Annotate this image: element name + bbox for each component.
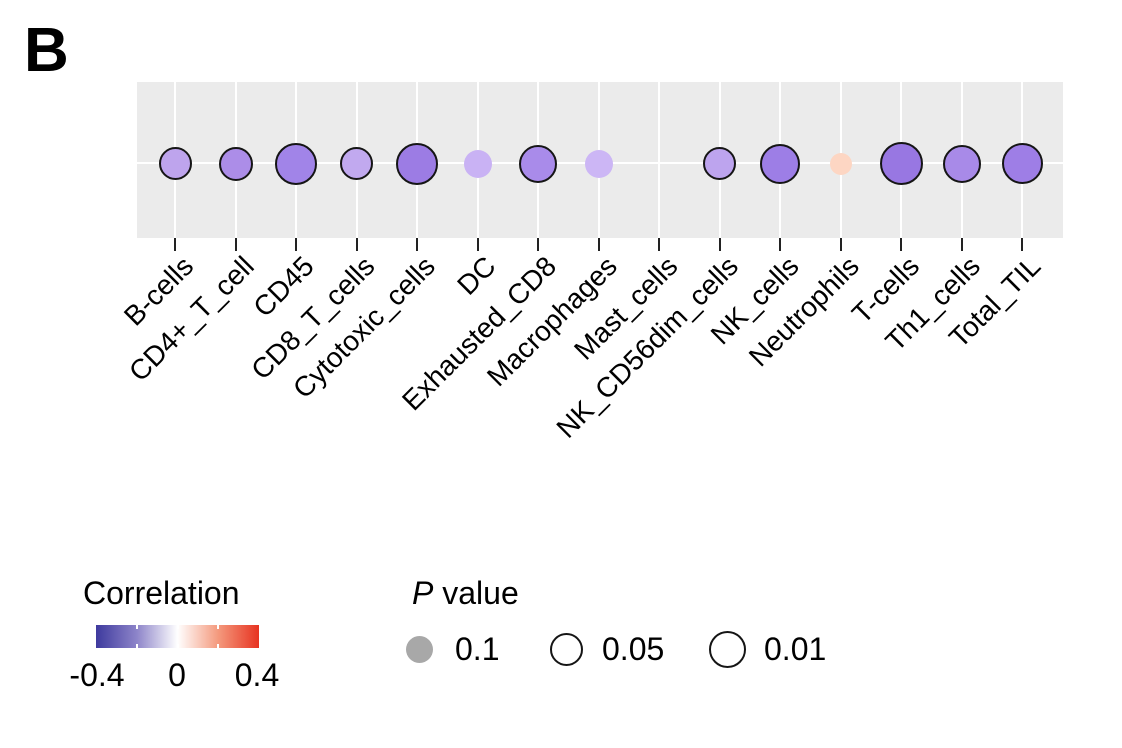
correlation-colorbar: [96, 625, 259, 648]
pvalue-legend-circle-0-05: [549, 632, 583, 666]
x-axis-tick: [718, 238, 721, 251]
pvalue-legend-label: 0.05: [602, 631, 665, 667]
pvalue-legend-circle-0-01: [708, 630, 746, 668]
colorbar-tick-label-mid: 0: [168, 657, 186, 693]
data-point-b-cells: [158, 147, 192, 180]
data-point-macrophages: [584, 149, 613, 178]
x-axis-tick: [355, 238, 358, 251]
data-point-dc: [463, 149, 492, 178]
pvalue-legend-label: 0.01: [764, 631, 827, 667]
colorbar-tick: [135, 644, 138, 648]
plot-area: [137, 82, 1063, 238]
data-point-nk-cells: [760, 143, 800, 184]
colorbar-tick-label-min: -0.4: [69, 657, 125, 693]
data-point-exhausted-cd8: [519, 144, 557, 183]
colorbar-tick: [176, 625, 179, 629]
colorbar-tick: [217, 644, 220, 648]
vertical-gridline: [658, 82, 660, 238]
x-axis-label: DC: [451, 250, 502, 301]
colorbar-tick: [217, 625, 220, 629]
correlation-legend-title: Correlation: [83, 575, 240, 611]
pvalue-legend-title: P value: [412, 575, 519, 611]
colorbar-tick: [176, 644, 179, 648]
data-point-nk-cd56dim-cells: [703, 147, 736, 180]
x-axis-tick: [839, 238, 842, 251]
pvalue-legend-circle-0-1: [405, 635, 433, 663]
pvalue-legend-title-rest: value: [433, 575, 519, 611]
data-point-neutrophils: [829, 152, 852, 175]
x-axis-tick: [476, 238, 479, 251]
x-axis-tick: [416, 238, 418, 251]
pvalue-legend-label: 0.1: [455, 631, 500, 667]
data-point-t-cells: [879, 142, 923, 185]
x-axis-tick: [174, 238, 176, 251]
colorbar-tick-label-max: 0.4: [234, 657, 280, 693]
panel-label: B: [24, 16, 69, 85]
data-point-cytotoxic-cells: [396, 142, 438, 185]
x-axis-tick: [597, 238, 600, 251]
data-point-cd45: [275, 142, 317, 185]
x-axis-tick: [960, 238, 963, 251]
x-axis-tick: [658, 238, 660, 251]
x-axis-tick: [295, 238, 297, 251]
x-axis-tick: [537, 238, 539, 251]
x-axis-tick: [234, 238, 237, 251]
data-point-cd8-t-cells: [340, 147, 373, 180]
data-point-th1-cells: [942, 144, 981, 183]
data-point-cd4-t-cell: [218, 146, 253, 181]
data-point-total-til: [1001, 143, 1043, 184]
x-axis-tick: [779, 238, 781, 251]
x-axis-tick: [900, 238, 902, 251]
colorbar-tick: [135, 625, 138, 629]
pvalue-legend-title-p: P: [412, 575, 434, 611]
x-axis-tick: [1021, 238, 1023, 251]
